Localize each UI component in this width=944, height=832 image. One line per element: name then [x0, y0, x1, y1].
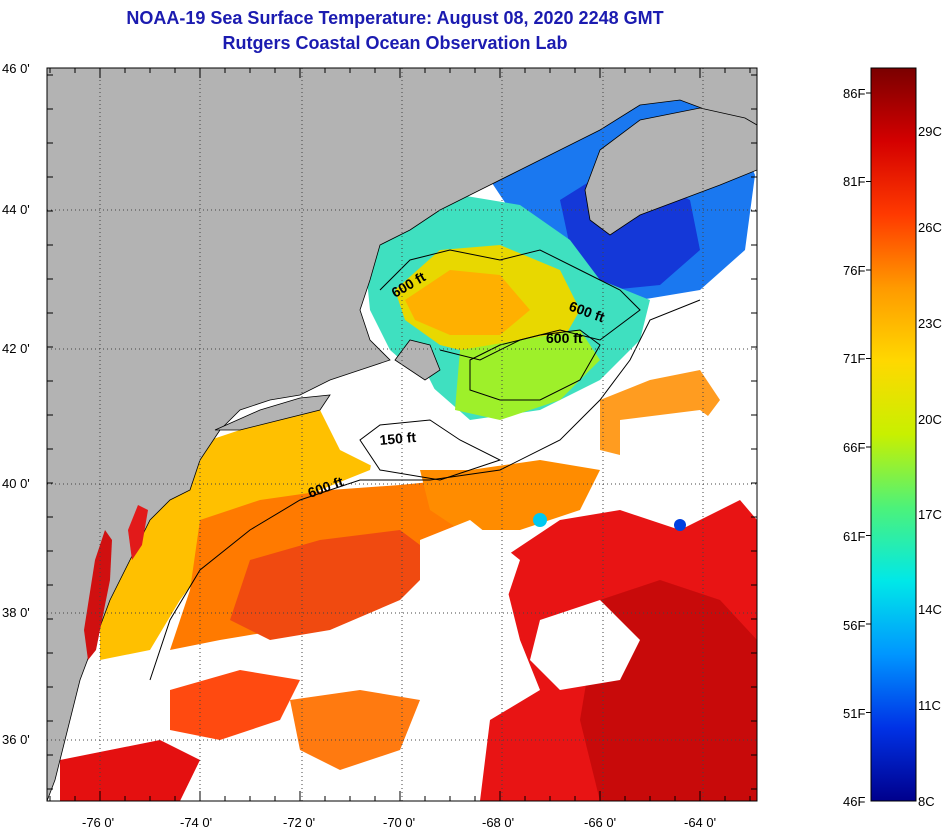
cloud-gap-east: [620, 410, 740, 510]
shelf-break-contour: [149, 299, 701, 681]
colorbar-ticks: [866, 92, 871, 713]
lat-label: 42 0': [2, 341, 30, 356]
lat-label: 36 0': [2, 732, 30, 747]
colorbar-c-label: 20C: [918, 412, 942, 427]
cloud-gap-south: [530, 600, 640, 690]
chesapeake-bay: [84, 530, 112, 660]
colorbar-f-label: 71F: [843, 351, 865, 366]
colorbar-c-label: 8C: [918, 794, 935, 809]
lon-label: -74 0': [180, 815, 212, 830]
temperature-colorbar: 86F 81F 76F 71F 66F 61F 56F 51F 46F 29C …: [843, 67, 942, 809]
colorbar-f-label: 86F: [843, 86, 865, 101]
colorbar-f-label: 56F: [843, 618, 865, 633]
contour-label: 600 ft: [546, 330, 583, 346]
delaware-bay: [128, 505, 148, 560]
cape-hatteras-warm-water: [170, 670, 300, 740]
lon-label: -72 0': [283, 815, 315, 830]
colorbar-c-label: 26C: [918, 220, 942, 235]
colorbar-f-label: 66F: [843, 440, 865, 455]
lon-label: -70 0': [383, 815, 415, 830]
lon-label: -76 0': [82, 815, 114, 830]
colorbar-ramp: [870, 67, 917, 802]
lat-label: 40 0': [2, 476, 30, 491]
inner-gulf-orange-water: [405, 270, 530, 335]
colorbar-f-label: 76F: [843, 263, 865, 278]
lon-label: -68 0': [482, 815, 514, 830]
map-subtitle: Rutgers Coastal Ocean Observation Lab: [222, 33, 568, 53]
colorbar-c-label: 17C: [918, 507, 942, 522]
southern-red-water: [60, 740, 200, 801]
nova-scotia: [584, 107, 757, 236]
lat-label: 44 0': [2, 202, 30, 217]
axis-ticks: [47, 68, 757, 801]
colorbar-f-label: 81F: [843, 174, 865, 189]
colorbar-c-label: 14C: [918, 602, 942, 617]
map-title: NOAA-19 Sea Surface Temperature: August …: [126, 8, 664, 28]
georges-bank-contour: [469, 329, 601, 401]
lon-label: -66 0': [584, 815, 616, 830]
southern-orange-patch: [290, 690, 420, 770]
cape-cod: [394, 339, 441, 381]
long-island: [214, 394, 331, 431]
cloud-gap-offshore: [420, 520, 520, 640]
lon-label: -64 0': [684, 815, 716, 830]
north-american-coastline: [47, 68, 757, 801]
lat-label: 38 0': [2, 605, 30, 620]
cold-eddy-speck: [674, 519, 686, 531]
map-area: 600 ft 600 ft 600 ft 150 ft 600 ft: [47, 68, 757, 801]
map-frame: [46, 67, 758, 802]
contour-label: 150 ft: [379, 429, 417, 448]
shelf-break-red-water: [230, 530, 440, 640]
cloud-gap-nantucket: [320, 360, 440, 470]
land-masses: [47, 68, 757, 801]
cold-eddy-speck: [533, 513, 547, 527]
colorbar-c-label: 29C: [918, 124, 942, 139]
sst-field: [48, 92, 757, 801]
colorbar-c-label: 23C: [918, 316, 942, 331]
colorbar-c-label: 11C: [918, 698, 941, 713]
lat-label: 46 0': [2, 61, 30, 76]
colorbar-f-label: 51F: [843, 706, 865, 721]
bathymetry-contours: [149, 249, 701, 681]
colorbar-f-label: 61F: [843, 529, 865, 544]
offshore-orange-patch: [420, 460, 600, 530]
colorbar-f-label: 46F: [843, 794, 865, 809]
nantucket-shoals-contour: [359, 419, 502, 481]
